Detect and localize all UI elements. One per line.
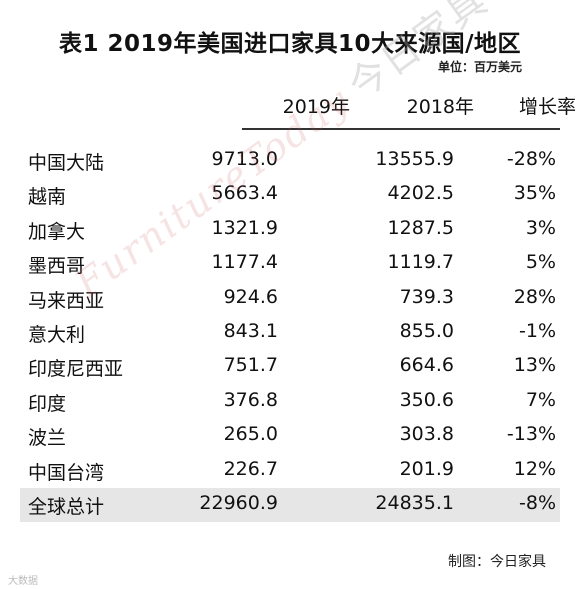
row-name: 印度: [28, 392, 67, 415]
value-2018: 855.0: [399, 320, 454, 342]
value-2019: 5663.4: [211, 182, 278, 205]
value-2019: 1321.9: [211, 216, 278, 239]
value-2018: 1287.5: [387, 216, 454, 239]
value-2018: 303.8: [399, 423, 454, 446]
value-growth: 13%: [513, 354, 556, 377]
row-name: 中国大陆: [28, 152, 105, 174]
row-name: 中国台湾: [28, 461, 105, 484]
value-2019: 9713.0: [211, 148, 278, 170]
row-name: 墨西哥: [28, 255, 86, 278]
value-2019: 22960.9: [199, 492, 278, 514]
column-header-2018: 2018年: [406, 96, 474, 118]
value-2018: 4202.5: [387, 182, 454, 205]
value-growth: -28%: [506, 148, 556, 170]
table-row: 墨西哥 1177.4 1119.7 5%: [20, 247, 560, 281]
table-row: 中国大陆 9713.0 13555.9 -28%: [20, 144, 560, 178]
table-row: 印度尼西亚 751.7 664.6 13%: [20, 350, 560, 384]
table-row: 波兰 265.0 303.8 -13%: [20, 419, 560, 453]
value-2019: 226.7: [223, 457, 278, 480]
value-2018: 664.6: [399, 354, 454, 377]
value-2019: 924.6: [223, 285, 278, 308]
value-growth: -1%: [519, 320, 556, 342]
value-2018: 201.9: [399, 457, 454, 480]
table-row: 中国台湾 226.7 201.9 12%: [20, 454, 560, 488]
value-growth: -13%: [506, 423, 556, 446]
column-header-row: 2019年 2018年 增长率: [242, 88, 576, 130]
value-2019: 1177.4: [211, 251, 278, 274]
column-header-2019: 2019年: [282, 96, 350, 118]
value-2018: 1119.7: [387, 251, 454, 274]
value-2018: 13555.9: [375, 148, 454, 170]
value-2019: 843.1: [223, 320, 278, 342]
row-name: 越南: [28, 186, 67, 209]
row-name: 波兰: [28, 427, 67, 450]
table-row-total: 全球总计 22960.9 24835.1 -8%: [20, 488, 560, 522]
row-name: 印度尼西亚: [28, 358, 124, 381]
row-name: 意大利: [28, 324, 86, 346]
row-name: 全球总计: [28, 496, 105, 518]
value-2018: 739.3: [399, 285, 454, 308]
value-2019: 376.8: [223, 388, 278, 411]
value-growth: 7%: [525, 388, 556, 411]
table-row: 意大利 843.1 855.0 -1%: [20, 316, 560, 350]
corner-mark: 大数据: [8, 576, 38, 587]
value-growth: 3%: [525, 216, 556, 239]
value-2018: 350.6: [399, 388, 454, 411]
row-name: 加拿大: [28, 220, 86, 243]
column-header-growth: 增长率: [518, 96, 576, 118]
value-growth: -8%: [519, 492, 556, 514]
table-row: 越南 5663.4 4202.5 35%: [20, 178, 560, 212]
value-2019: 265.0: [223, 423, 278, 446]
table-row: 加拿大 1321.9 1287.5 3%: [20, 213, 560, 247]
value-2018: 24835.1: [375, 492, 454, 514]
credit-line: 制图：今日家具: [448, 554, 546, 570]
value-2019: 751.7: [223, 354, 278, 377]
value-growth: 5%: [525, 251, 556, 274]
table-title: 表1 2019年美国进口家具10大来源国/地区: [59, 31, 521, 57]
value-growth: 35%: [513, 182, 556, 205]
value-growth: 12%: [513, 457, 556, 480]
value-growth: 28%: [513, 285, 556, 308]
table-row: 印度 376.8 350.6 7%: [20, 385, 560, 419]
unit-label: 单位：百万美元: [437, 60, 522, 74]
table-row: 马来西亚 924.6 739.3 28%: [20, 282, 560, 316]
row-name: 马来西亚: [28, 289, 105, 312]
